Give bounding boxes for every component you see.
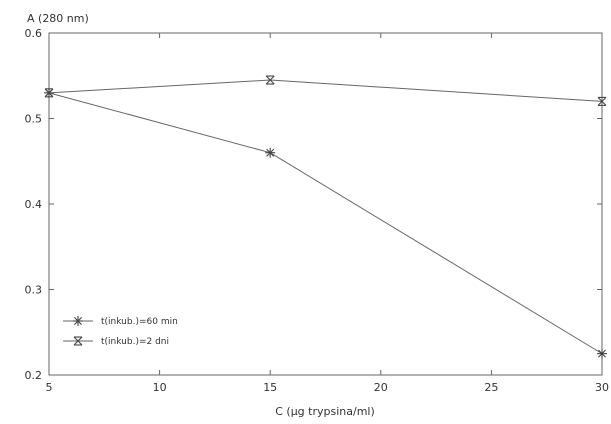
series-line-1 [48, 79, 603, 102]
data-point-s0-1 [265, 147, 276, 158]
x-tick-label-20: 20 [374, 381, 388, 394]
legend-label-2dni: t(inkub.)=2 dni [101, 337, 169, 347]
y-axis-ticks: 0.2 0.3 0.4 0.5 0.6 [25, 27, 602, 382]
x-tick-label-25: 25 [484, 381, 498, 394]
series-line-0 [48, 92, 603, 355]
y-tick-label-0.5: 0.5 [25, 113, 43, 126]
x-axis-title: C (µg trypsina/ml) [275, 405, 375, 418]
data-point-s1-1 [265, 75, 275, 85]
data-point-s1-2 [597, 96, 607, 106]
y-tick-label-0.2: 0.2 [25, 369, 43, 382]
x-axis-ticks: 5 10 15 20 25 30 [46, 33, 609, 394]
legend-marker-glyph-0 [73, 316, 83, 326]
legend-marker-glyph-1 [73, 336, 83, 346]
legend-marker-2dni [73, 336, 83, 346]
y-axis-title: A (280 nm) [27, 12, 89, 25]
legend: t(inkub.)=60 min t(inkub.)=2 dni [63, 316, 178, 347]
y-tick-label-0.6: 0.6 [25, 27, 43, 40]
y-tick-label-0.4: 0.4 [25, 198, 43, 211]
x-tick-label-15: 15 [263, 381, 277, 394]
legend-label-60min: t(inkub.)=60 min [101, 317, 178, 327]
series-layer [44, 75, 607, 359]
y-tick-label-0.3: 0.3 [25, 284, 43, 297]
data-point-s0-2 [597, 348, 607, 359]
x-tick-label-5: 5 [46, 381, 53, 394]
legend-marker-60min [73, 316, 83, 326]
x-tick-label-30: 30 [595, 381, 609, 394]
data-point-s1-0 [44, 88, 54, 98]
x-tick-label-10: 10 [153, 381, 167, 394]
